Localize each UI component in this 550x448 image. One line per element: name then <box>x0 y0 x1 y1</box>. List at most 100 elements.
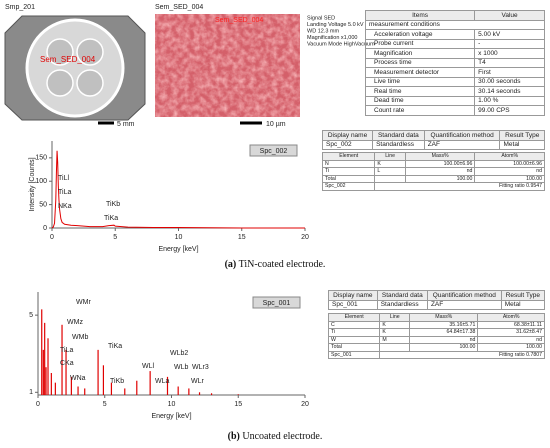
table-cell: Standardless <box>376 299 428 310</box>
caption-label: (a) <box>224 259 237 270</box>
table-header: Element Line Mass% Atom% <box>321 152 545 161</box>
header-cell: Result Type <box>500 290 546 301</box>
sem-info: WD 12.3 mm <box>307 28 340 34</box>
table-cell: 100.00 <box>404 174 476 183</box>
y-tick-label: 100 <box>35 178 47 185</box>
table-header: Element Line Mass% Atom% <box>327 313 545 322</box>
table-cell: Spc_001 <box>328 299 378 310</box>
table-cell: 100.00 <box>474 174 545 183</box>
caption-label: (b) <box>227 431 240 442</box>
y-tick-label: 5 <box>29 312 33 319</box>
data-table: Display name Standard data Quantification … <box>328 290 546 310</box>
x-axis-label: Energy [keV] <box>158 246 198 253</box>
table-cell: Live time <box>364 76 476 87</box>
table-cell: 100.00 <box>409 343 479 352</box>
table-row: measurement conditions <box>365 19 545 30</box>
peak-label: WLa <box>155 378 170 385</box>
header-cell: Line <box>374 152 406 161</box>
header-cell: Items <box>364 10 476 21</box>
image-overlay: Sem_SED_004 <box>40 55 96 64</box>
header-cell: Atom% <box>477 313 545 322</box>
table-cell: nd <box>409 335 479 344</box>
peak-label: TiLa <box>58 189 71 196</box>
x-tick-label: 5 <box>113 234 117 241</box>
header-cell: Quantification method <box>423 130 501 141</box>
peak-label: WLl <box>142 363 155 370</box>
x-tick-label: 20 <box>301 234 309 241</box>
image-overlay: Sem_SED_004 <box>215 17 263 24</box>
x-tick-label: 5 <box>103 401 107 408</box>
table-row: N K 100.00±6.96 100.00±6.96 <box>321 159 545 168</box>
header-cell: Result Type <box>499 130 545 141</box>
header-cell: Display name <box>321 130 374 141</box>
table-cell: W <box>327 335 381 344</box>
table-row: Magnification x 1000 <box>364 48 545 59</box>
data-table: Element Line Mass% Atom% N K 100.00±6.96 100.00… <box>321 152 545 191</box>
table-cell: Metal <box>499 139 545 150</box>
table-cell <box>374 174 406 183</box>
data-table: Element Line Mass% Atom% C K 35.16±5.71 68.38±1… <box>327 313 545 359</box>
header-cell: Value <box>474 10 545 21</box>
peak-label: WLb <box>174 364 189 371</box>
x-tick-label: 0 <box>50 234 54 241</box>
table-cell: Metal <box>500 299 546 310</box>
table-cell: ZAF <box>426 299 502 310</box>
data-table: Items Value measurement conditions Accelera… <box>364 10 545 116</box>
table-cell: Count rate <box>364 105 476 116</box>
sem-info: Magnification x1,000 <box>307 35 357 41</box>
table-row: Spc_001 Standardless ZAF Metal <box>328 299 546 310</box>
spectrum-tag <box>252 296 301 309</box>
table-cell: Dead time <box>364 95 476 106</box>
table-cell: C <box>327 320 381 329</box>
peak-label: WLr3 <box>192 364 209 371</box>
table-header: Display name Standard data Quantification … <box>321 130 545 141</box>
y-tick-label: 150 <box>35 155 47 162</box>
table-cell: Ti <box>321 167 376 176</box>
peak-label: WMb <box>72 334 88 341</box>
stub <box>46 38 74 66</box>
table-footer: Spc_001 Fitting ratio 0.7807 <box>327 350 545 359</box>
peak-label: WLr <box>191 378 205 385</box>
header-cell: Mass% <box>404 152 476 161</box>
table-cell: 99.00 CPS <box>474 105 545 116</box>
peak-label: TiLl <box>58 175 69 182</box>
peak-label: TiLa <box>60 347 73 354</box>
peak-label: NKa <box>58 203 72 210</box>
table-row: Count rate 99.00 CPS <box>364 105 545 116</box>
stub <box>76 38 104 66</box>
table-row: Dead time 1.00 % <box>364 95 545 106</box>
table-cell: Measurement detector <box>364 67 476 78</box>
table-cell: Total <box>321 174 376 183</box>
y-tick-label: 50 <box>39 201 47 208</box>
section-cell: measurement conditions <box>365 19 545 30</box>
table-cell: 35.16±5.71 <box>409 320 479 329</box>
table-cell: Spc_002 <box>321 139 374 150</box>
header-cell: Standard data <box>372 130 425 141</box>
caption: (a) TiN-coated electrode. <box>0 259 550 270</box>
peak-label: WMr <box>76 299 91 306</box>
spectrum-line <box>51 150 305 229</box>
sem-info: Landing Voltage 5.0 kV <box>307 22 364 28</box>
table-cell: 68.38±11.11 <box>477 320 545 329</box>
sem-info: Signal SED <box>307 15 335 21</box>
peak-label: CKa <box>60 360 74 367</box>
peak-label: WNa <box>70 375 86 382</box>
spectrum-name: Spc_002 <box>260 148 288 155</box>
table-row: Probe current - <box>364 38 545 49</box>
table-cell: 31.62±8.47 <box>477 328 545 337</box>
spectrum-tag <box>249 144 298 157</box>
table-cell: Ti <box>327 328 381 337</box>
footer-cell: Spc_001 <box>327 350 381 359</box>
stub <box>46 69 74 97</box>
header-cell: Mass% <box>409 313 479 322</box>
header-cell: Element <box>327 313 381 322</box>
table-row: Live time 30.00 seconds <box>364 76 545 87</box>
peak-label: TiKb <box>110 378 124 385</box>
header-cell: Line <box>379 313 411 322</box>
table-cell: nd <box>474 167 545 176</box>
y-tick-label: 0 <box>43 225 47 232</box>
table-row: Measurement detector First <box>364 67 545 78</box>
